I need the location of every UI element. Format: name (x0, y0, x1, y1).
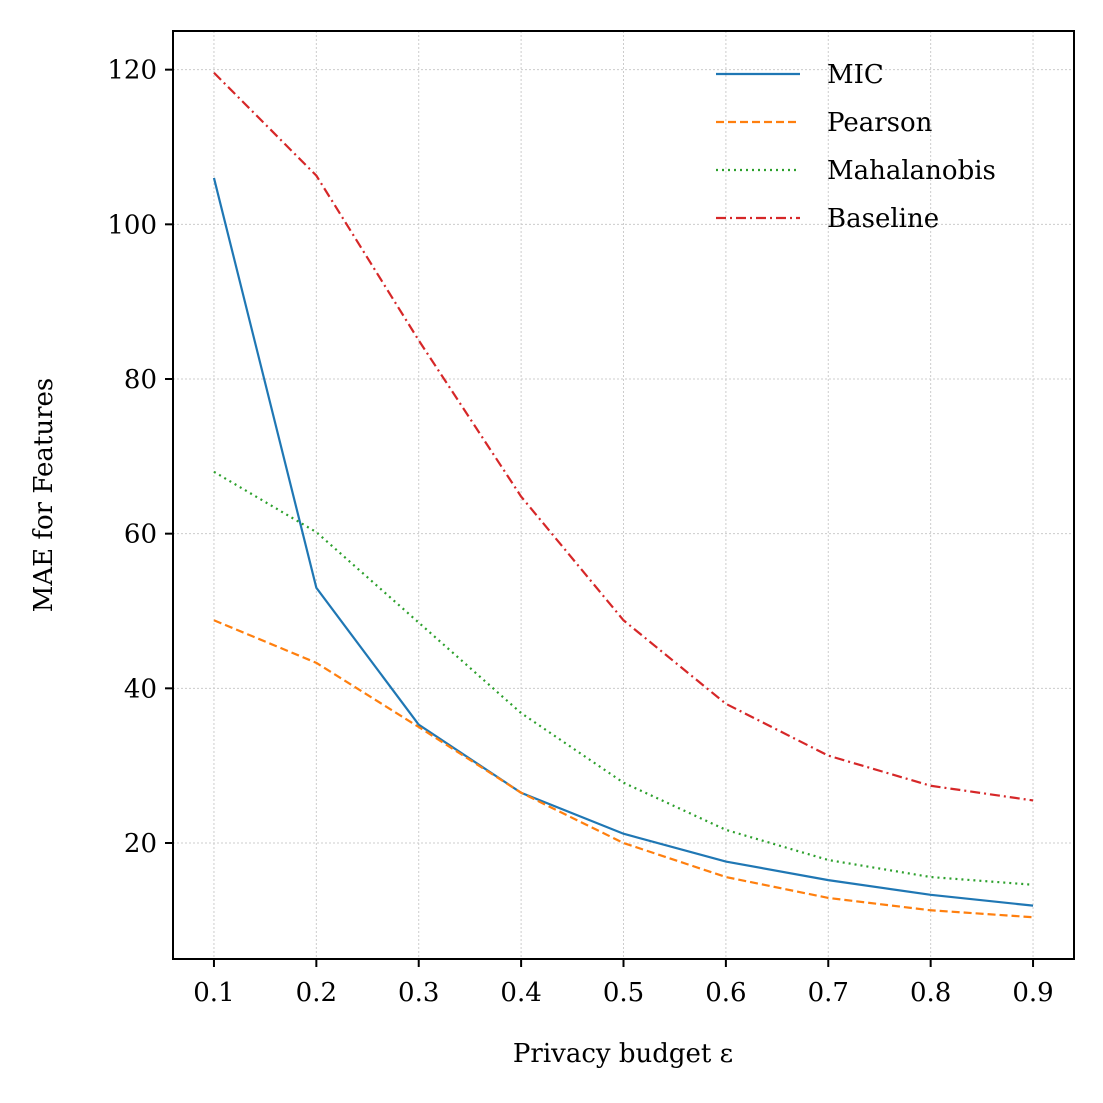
y-axis-label: MAE for Features (29, 378, 59, 612)
legend-label-pearson: Pearson (827, 108, 933, 138)
x-tick-label: 0.7 (808, 978, 849, 1008)
x-tick-label: 0.4 (500, 978, 541, 1008)
x-tick-label: 0.2 (296, 978, 337, 1008)
series-line-mahalanobis (213, 470, 1034, 886)
series-line-baseline (213, 71, 1034, 802)
series-lines (212, 71, 1034, 919)
x-tick-label: 0.5 (603, 978, 644, 1008)
x-tick-label: 0.9 (1012, 978, 1053, 1008)
x-axis-label: Privacy budget ε (513, 1039, 733, 1069)
y-tick-label: 60 (124, 520, 157, 550)
y-tick-label: 100 (107, 210, 157, 240)
series-line-mic (212, 177, 1034, 907)
legend-label-mic: MIC (827, 60, 884, 90)
y-tick-label: 20 (124, 829, 157, 859)
y-axis-ticks: 20 40 60 80 100 120 (107, 56, 173, 859)
legend-label-baseline: Baseline (827, 204, 939, 234)
x-tick-label: 0.3 (398, 978, 439, 1008)
y-tick-label: 40 (124, 674, 157, 704)
legend: MIC Pearson Mahalanobis Baseline (716, 60, 996, 234)
y-tick-label: 120 (107, 56, 157, 86)
series-line-pearson (213, 619, 1034, 919)
x-tick-label: 0.1 (193, 978, 234, 1008)
x-tick-label: 0.8 (910, 978, 951, 1008)
x-tick-label: 0.6 (705, 978, 746, 1008)
x-axis-ticks: 0.1 0.2 0.3 0.4 0.5 0.6 0.7 0.8 0.9 (193, 959, 1054, 1008)
y-tick-label: 80 (124, 365, 157, 395)
legend-label-mahalanobis: Mahalanobis (827, 156, 996, 186)
